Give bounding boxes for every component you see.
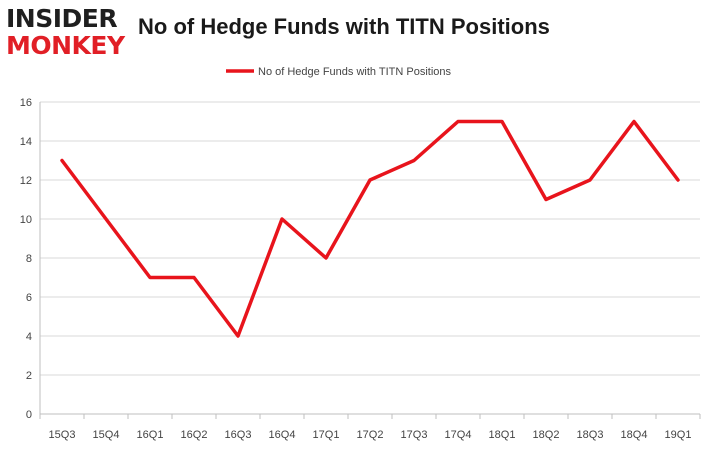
x-tick-label: 15Q3	[49, 429, 76, 441]
axes	[39, 102, 701, 419]
x-tick-label: 18Q2	[533, 429, 560, 441]
x-tick-label: 18Q3	[577, 429, 604, 441]
x-tick-label: 16Q2	[181, 429, 208, 441]
x-tick-label: 17Q1	[313, 429, 340, 441]
x-tick-label: 18Q4	[621, 429, 648, 441]
y-tick-label: 12	[20, 175, 32, 187]
chart-title: No of Hedge Funds with TITN Positions	[138, 14, 550, 39]
y-tick-label: 16	[20, 97, 32, 109]
x-tick-label: 18Q1	[489, 429, 516, 441]
legend-label: No of Hedge Funds with TITN Positions	[258, 66, 451, 78]
x-tick-label: 15Q4	[93, 429, 120, 441]
x-tick-label: 19Q1	[665, 429, 692, 441]
y-tick-label: 14	[20, 136, 32, 148]
gridlines	[40, 101, 700, 376]
y-tick-labels: 0 2 4 6 8 10 12 14 16	[20, 97, 32, 421]
y-tick-label: 6	[26, 292, 32, 304]
x-tick-label: 16Q4	[269, 429, 296, 441]
x-tick-label: 16Q3	[225, 429, 252, 441]
x-tick-label: 17Q4	[445, 429, 472, 441]
y-tick-label: 4	[26, 331, 32, 343]
y-tick-label: 10	[20, 214, 32, 226]
legend: No of Hedge Funds with TITN Positions	[226, 66, 451, 78]
y-tick-label: 8	[26, 253, 32, 265]
x-tick-label: 16Q1	[137, 429, 164, 441]
logo-line-2: MONKEY	[6, 31, 125, 60]
series-line	[60, 119, 680, 338]
x-tick-label: 17Q2	[357, 429, 384, 441]
x-tick-labels: 15Q3 15Q4 16Q1 16Q2 16Q3 16Q4 17Q1 17Q2 17Q3 17Q4…	[49, 429, 692, 441]
x-tick-label: 17Q3	[401, 429, 428, 441]
y-tick-label: 0	[26, 409, 32, 421]
insider-monkey-logo: INSIDER MONKEY	[6, 6, 125, 58]
logo-line-1: INSIDER	[6, 4, 118, 33]
y-tick-label: 2	[26, 370, 32, 382]
series-group	[60, 119, 680, 338]
